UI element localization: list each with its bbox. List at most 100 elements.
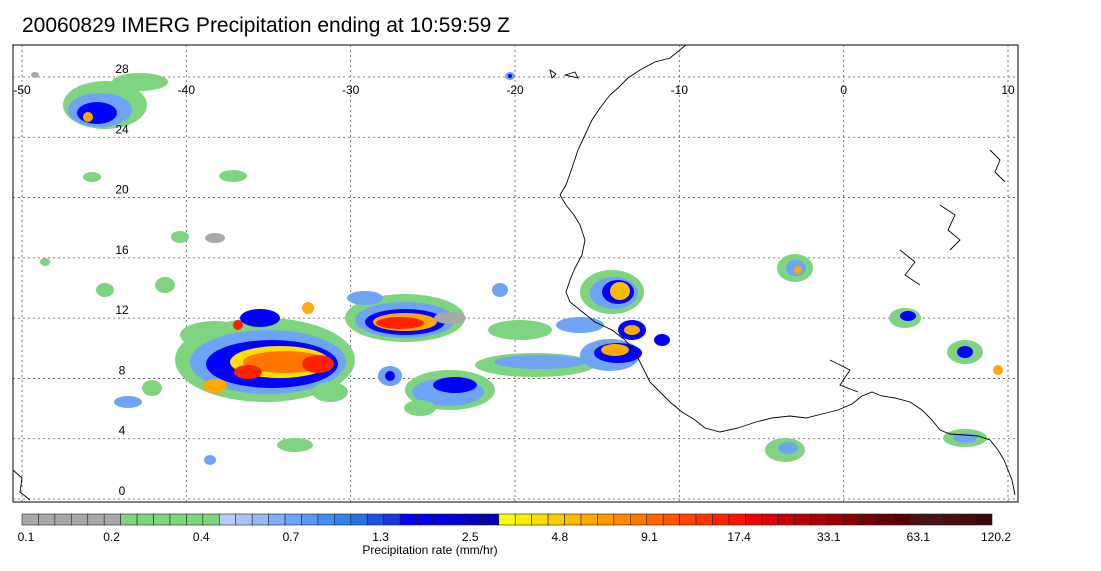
- latitude-labels: 28 24 20 16 12 8 4 0: [115, 62, 129, 498]
- colorbar-swatch: [761, 513, 779, 526]
- colorbar-swatch: [712, 513, 730, 526]
- lon-tick-label: -50: [13, 83, 31, 97]
- colorbar-swatch: [876, 513, 894, 526]
- colorbar-swatch: [136, 513, 154, 526]
- lat-tick-label: 16: [115, 243, 129, 257]
- lon-tick-label: 0: [840, 83, 847, 97]
- colorbar-swatch: [942, 513, 960, 526]
- colorbar-swatch: [218, 513, 237, 526]
- colorbar-swatch: [465, 513, 483, 526]
- colorbar-swatch: [284, 513, 302, 526]
- colorbar-swatch: [597, 513, 615, 526]
- lat-tick-label: 28: [115, 62, 129, 76]
- colorbar-swatch: [235, 513, 253, 526]
- plot-frame: [12, 44, 1019, 503]
- lon-tick-label: -10: [671, 83, 689, 97]
- lon-tick-label: -40: [178, 83, 196, 97]
- colorbar-swatch: [383, 513, 401, 526]
- lon-tick-label: -30: [342, 83, 360, 97]
- colorbar-swatch: [728, 513, 746, 526]
- colorbar-tick-label: 9.1: [641, 530, 658, 544]
- colorbar-swatch: [630, 513, 648, 526]
- colorbar-swatch: [975, 513, 993, 526]
- lat-tick-label: 8: [119, 363, 126, 377]
- longitude-labels: -50 -40 -30 -20 -10 0 10: [13, 83, 1015, 97]
- colorbar-swatch: [613, 513, 631, 526]
- lon-tick-label: 10: [1001, 83, 1015, 97]
- colorbar-swatch: [482, 513, 500, 526]
- colorbar-swatch: [860, 513, 878, 526]
- colorbar-swatch: [399, 513, 417, 526]
- colorbar-swatch: [514, 513, 532, 526]
- colorbar-tick-label: 120.2: [981, 530, 1011, 544]
- map-title: 20060829 IMERG Precipitation ending at 1…: [22, 14, 510, 37]
- colorbar-swatch: [531, 513, 549, 526]
- precip-band-south: [404, 317, 642, 416]
- colorbar-swatch: [909, 513, 927, 526]
- colorbar-swatch: [21, 513, 39, 526]
- precipitation-field: [31, 72, 1003, 465]
- colorbar-swatch: [202, 513, 220, 526]
- colorbar-swatch: [87, 513, 105, 526]
- lon-tick-label: -20: [506, 83, 524, 97]
- lat-tick-label: 0: [119, 484, 126, 498]
- colorbar-swatch: [695, 513, 713, 526]
- colorbar-swatch: [745, 513, 763, 526]
- colorbar-swatch: [120, 513, 138, 526]
- lake-detail-2: [939, 204, 961, 251]
- coastline: [13, 45, 1016, 501]
- colorbar-swatch: [54, 513, 72, 526]
- colorbar-swatch: [564, 513, 582, 526]
- colorbar-swatch: [893, 513, 911, 526]
- lake-detail-4: [989, 149, 1006, 183]
- gridlines: [13, 45, 1018, 502]
- colorbar-swatch: [777, 513, 796, 526]
- colorbar-swatch: [449, 513, 467, 526]
- colorbar-swatch: [186, 513, 204, 526]
- colorbar-swatch: [251, 513, 269, 526]
- colorbar-swatch: [646, 513, 664, 526]
- colorbar-tick-label: 0.4: [193, 530, 210, 544]
- precip-cells-east: [204, 254, 1003, 465]
- lat-tick-label: 20: [115, 183, 129, 197]
- colorbar-swatch: [416, 513, 434, 526]
- colorbar-swatch: [679, 513, 697, 526]
- lat-tick-label: 24: [115, 122, 129, 136]
- colorbar-swatch: [925, 513, 943, 526]
- colorbar-swatch: [498, 513, 516, 526]
- colorbar-swatch: [827, 513, 845, 526]
- colorbar-swatch: [71, 513, 89, 526]
- colorbar-swatch: [366, 513, 384, 526]
- colorbar-swatch: [317, 513, 335, 526]
- colorbar-tick-label: 63.1: [907, 530, 931, 544]
- colorbar-tick-label: 33.1: [817, 530, 841, 544]
- colorbar-swatch: [662, 513, 680, 526]
- colorbar-swatch: [794, 513, 812, 526]
- colorbar-swatch: [268, 513, 286, 526]
- colorbar-tick-label: 17.4: [727, 530, 751, 544]
- precip-cell-northwest: [31, 72, 515, 297]
- colorbar-tick-label: 0.2: [103, 530, 120, 544]
- colorbar-tick-label: 2.5: [462, 530, 479, 544]
- colorbar-swatch: [843, 513, 861, 526]
- colorbar-tick-label: 4.8: [551, 530, 568, 544]
- colorbar-swatch: [350, 513, 368, 526]
- precip-cell-central: [345, 294, 466, 386]
- colorbar-labels: 0.1 0.2 0.4 0.7 1.3 2.5 4.8 9.1 17.4 33.1 63.1 120.…: [18, 530, 1012, 544]
- colorbar-tick-label: 1.3: [372, 530, 389, 544]
- precip-cell-main-west: [114, 302, 355, 408]
- lake-detail-3: [899, 249, 921, 286]
- lat-tick-label: 12: [115, 303, 129, 317]
- colorbar-tick-label: 0.1: [18, 530, 35, 544]
- colorbar-tick-label: 0.7: [283, 530, 300, 544]
- coastline-west-edge: [13, 469, 31, 501]
- colorbar-swatch: [334, 513, 352, 526]
- colorbar-swatch: [169, 513, 187, 526]
- colorbar-swatch: [580, 513, 598, 526]
- colorbar-swatch: [810, 513, 828, 526]
- colorbar: [21, 513, 993, 526]
- colorbar-swatch: [301, 513, 319, 526]
- lake-detail-1: [549, 68, 579, 79]
- colorbar-swatch: [547, 513, 565, 526]
